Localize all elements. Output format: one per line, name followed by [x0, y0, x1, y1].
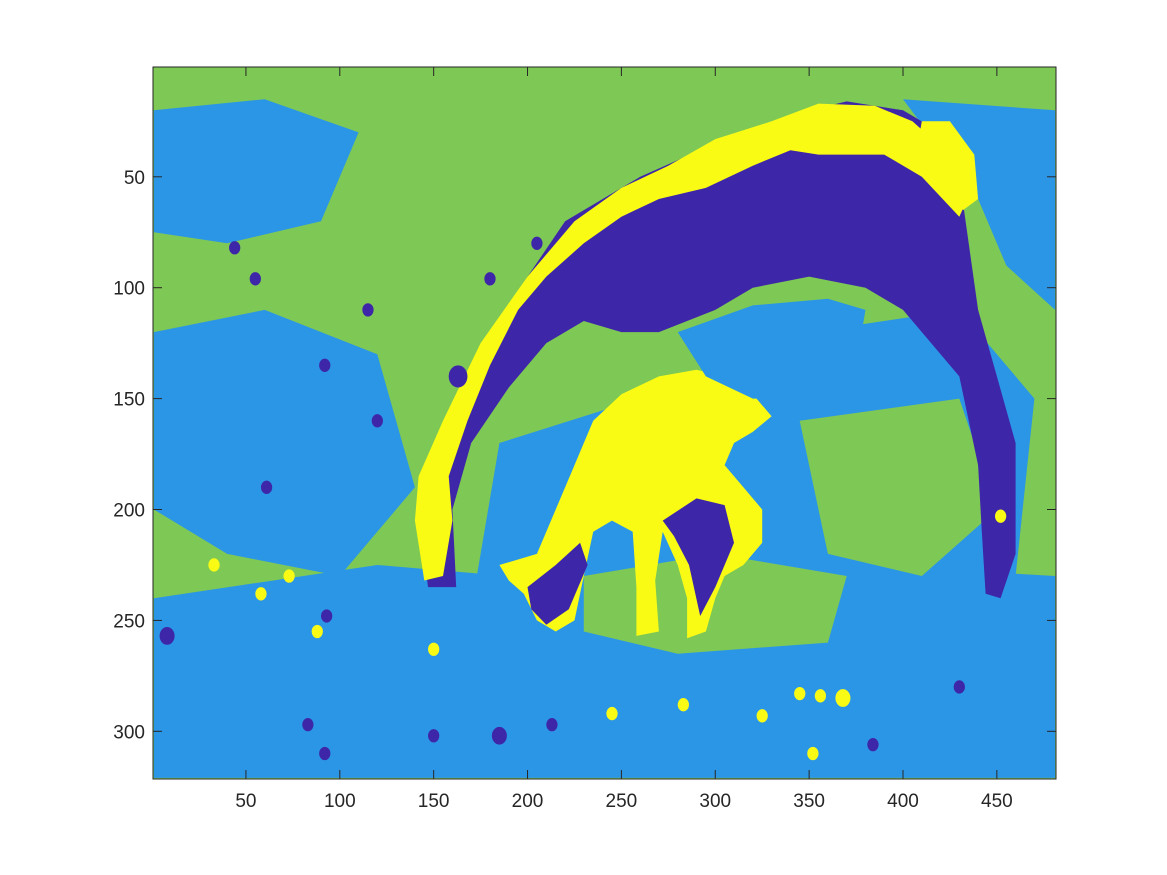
- x-tick-label: 50: [235, 791, 256, 812]
- speckle-12: [491, 726, 507, 745]
- region-sky-light-band-left: [153, 99, 359, 244]
- region-sky-light-band-right: [903, 99, 1056, 310]
- speckle-30: [994, 509, 1007, 523]
- speckle-16: [319, 746, 331, 761]
- speckle-17: [302, 718, 314, 732]
- speckle-14: [867, 737, 879, 752]
- x-tick-label: 400: [887, 791, 919, 812]
- y-tick-label: 300: [113, 722, 145, 743]
- speckle-29: [807, 746, 819, 761]
- cluster-image: [153, 99, 1056, 778]
- speckle-8: [371, 414, 383, 428]
- region-lamb-belly-dark: [662, 498, 734, 616]
- speckle-18: [208, 558, 220, 572]
- y-tick-label: 50: [124, 168, 145, 189]
- speckle-26: [794, 686, 806, 701]
- y-tick-label: 100: [113, 279, 145, 300]
- region-mid-grass-right: [799, 398, 997, 576]
- y-tick-label: 150: [113, 390, 145, 411]
- x-tick-label: 150: [418, 791, 450, 812]
- x-tick-label: 100: [324, 791, 356, 812]
- speckle-20: [283, 569, 295, 583]
- region-lamb-shadow-marks: [527, 542, 588, 625]
- axes-frame: [152, 66, 1057, 780]
- region-ewe-body-dark: [418, 101, 1016, 588]
- speckle-21: [311, 624, 323, 639]
- speckle-9: [159, 627, 175, 645]
- speckle-25: [756, 709, 768, 723]
- speckle-0: [229, 241, 241, 255]
- speckle-7: [260, 480, 273, 494]
- speckle-28: [835, 689, 851, 707]
- x-tick-label: 200: [512, 791, 544, 812]
- y-tick-label: 200: [113, 501, 145, 522]
- x-tick-label: 250: [606, 791, 638, 812]
- speckle-13: [546, 718, 558, 732]
- speckle-22: [428, 642, 440, 656]
- speckle-4: [484, 272, 496, 286]
- x-tick-label: 450: [981, 791, 1013, 812]
- speckle-24: [677, 698, 689, 712]
- region-ewe-head-highlight: [918, 121, 979, 211]
- x-tick-label: 300: [699, 791, 731, 812]
- speckle-2: [362, 303, 374, 317]
- speckle-10: [321, 609, 333, 623]
- x-tick-label: 350: [793, 791, 825, 812]
- speckle-19: [255, 587, 267, 601]
- y-tick-label: 250: [113, 611, 145, 632]
- speckle-3: [448, 365, 468, 388]
- speckle-11: [428, 729, 440, 743]
- speckle-6: [319, 358, 331, 372]
- speckle-5: [531, 236, 543, 250]
- speckle-1: [249, 272, 261, 286]
- region-ewe-belly-light: [677, 298, 866, 399]
- speckle-27: [814, 689, 827, 703]
- region-ewe-hind-leg: [978, 465, 1016, 599]
- speckle-23: [606, 706, 618, 721]
- speckle-15: [953, 680, 965, 694]
- axis-ticks: 50 100 150 200 250 300 350 400 450 50 100 150 200 250…: [113, 67, 1056, 812]
- region-ewe-back-highlight: [414, 103, 973, 581]
- region-field-left: [153, 309, 415, 576]
